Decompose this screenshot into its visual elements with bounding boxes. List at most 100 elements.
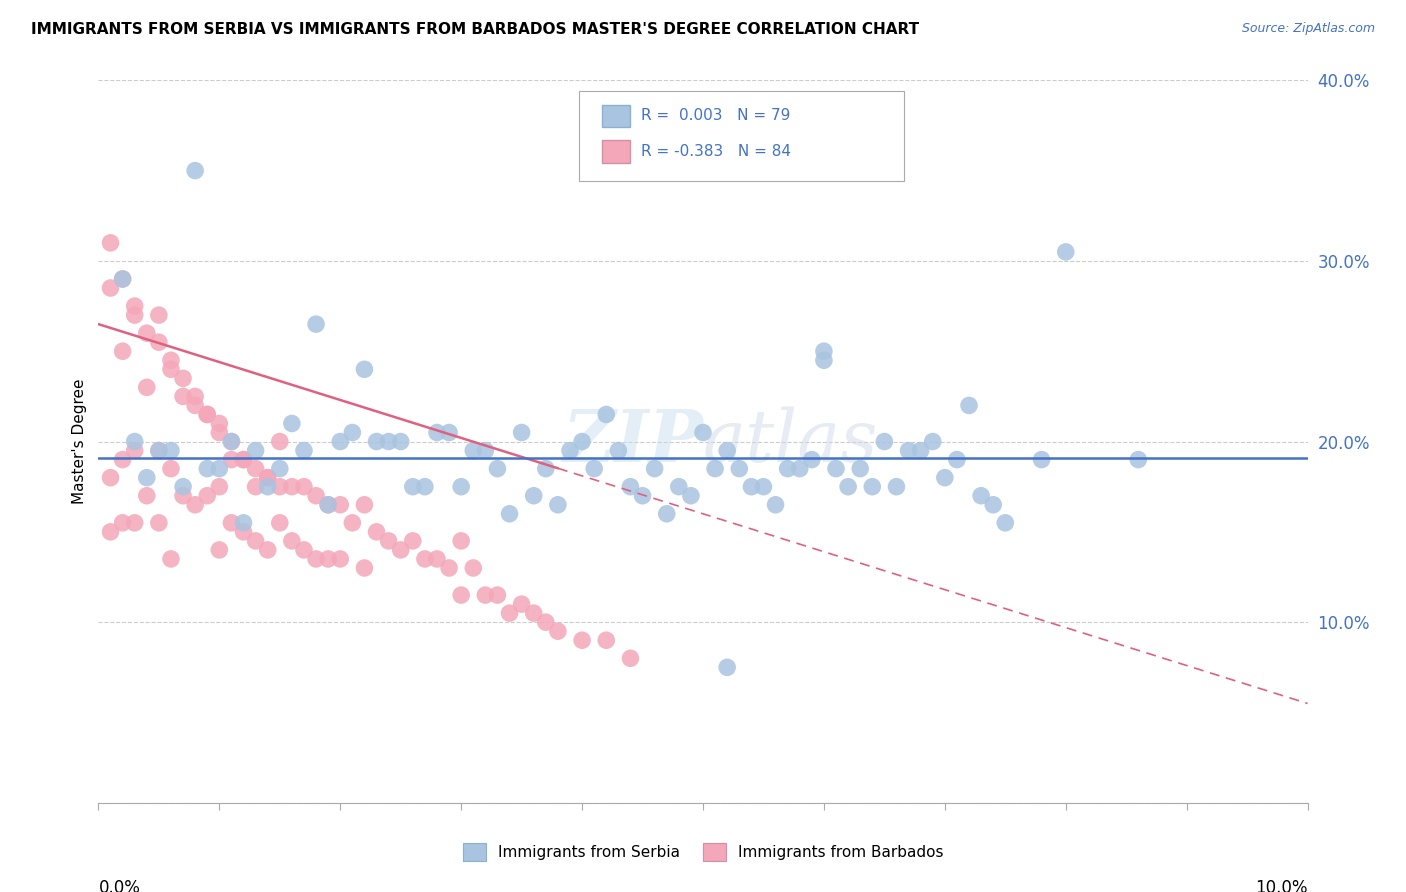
- Point: [305, 489, 328, 503]
- Point: [474, 443, 496, 458]
- Point: [124, 516, 146, 530]
- Point: [111, 344, 134, 359]
- Point: [111, 516, 134, 530]
- Point: [195, 408, 218, 422]
- Point: [402, 480, 425, 494]
- Point: [329, 498, 352, 512]
- Point: [256, 542, 278, 557]
- Point: [329, 552, 352, 566]
- Text: R =  0.003   N = 79: R = 0.003 N = 79: [641, 109, 790, 123]
- Point: [366, 434, 388, 449]
- Point: [437, 425, 460, 440]
- Point: [946, 452, 969, 467]
- Point: [849, 461, 872, 475]
- Point: [160, 362, 183, 376]
- Point: [160, 552, 183, 566]
- Point: [631, 489, 654, 503]
- Point: [172, 371, 194, 385]
- Point: [269, 434, 291, 449]
- Point: [897, 443, 920, 458]
- Point: [873, 434, 896, 449]
- Point: [269, 461, 291, 475]
- Point: [644, 461, 666, 475]
- Point: [208, 425, 231, 440]
- Point: [135, 489, 157, 503]
- Point: [389, 434, 412, 449]
- Point: [305, 317, 328, 331]
- Text: 0.0%: 0.0%: [98, 879, 141, 892]
- Point: [148, 443, 170, 458]
- Point: [523, 489, 546, 503]
- Point: [692, 425, 714, 440]
- Point: [463, 443, 485, 458]
- Point: [921, 434, 943, 449]
- Point: [1031, 452, 1053, 467]
- Point: [1128, 452, 1150, 467]
- Point: [800, 452, 823, 467]
- Point: [160, 443, 183, 458]
- Point: [100, 471, 122, 485]
- Point: [316, 552, 339, 566]
- Point: [245, 461, 267, 475]
- Point: [172, 480, 194, 494]
- Point: [498, 606, 520, 620]
- Point: [100, 235, 122, 250]
- Point: [195, 461, 218, 475]
- Point: [377, 434, 399, 449]
- Point: [910, 443, 932, 458]
- Point: [547, 498, 569, 512]
- Point: [813, 344, 835, 359]
- Point: [825, 461, 848, 475]
- Point: [583, 461, 606, 475]
- Point: [208, 461, 231, 475]
- Text: 10.0%: 10.0%: [1256, 879, 1308, 892]
- Point: [111, 272, 134, 286]
- Point: [256, 471, 278, 485]
- Point: [389, 542, 412, 557]
- Point: [221, 434, 243, 449]
- Point: [221, 452, 243, 467]
- Point: [765, 498, 787, 512]
- Point: [256, 471, 278, 485]
- Point: [510, 425, 533, 440]
- Point: [474, 588, 496, 602]
- Point: [498, 507, 520, 521]
- Point: [679, 489, 702, 503]
- Point: [245, 480, 267, 494]
- Point: [160, 461, 183, 475]
- Point: [316, 498, 339, 512]
- Point: [558, 443, 581, 458]
- Point: [124, 308, 146, 322]
- Point: [195, 408, 218, 422]
- Point: [595, 633, 617, 648]
- Point: [486, 461, 509, 475]
- Point: [148, 516, 170, 530]
- Point: [752, 480, 775, 494]
- Point: [269, 480, 291, 494]
- Point: [124, 443, 146, 458]
- Point: [208, 417, 231, 431]
- Point: [208, 480, 231, 494]
- Point: [232, 452, 254, 467]
- Point: [111, 452, 134, 467]
- Point: [994, 516, 1017, 530]
- Point: [813, 353, 835, 368]
- Point: [981, 498, 1004, 512]
- Point: [245, 443, 267, 458]
- Point: [571, 633, 593, 648]
- Point: [776, 461, 799, 475]
- Point: [1054, 244, 1077, 259]
- Point: [269, 516, 291, 530]
- Point: [402, 533, 425, 548]
- Text: ZIP: ZIP: [562, 406, 703, 477]
- Point: [413, 480, 436, 494]
- Point: [607, 443, 630, 458]
- Point: [195, 489, 218, 503]
- Point: [160, 353, 183, 368]
- Point: [837, 480, 859, 494]
- Point: [184, 163, 207, 178]
- Point: [221, 434, 243, 449]
- Point: [100, 524, 122, 539]
- Point: [124, 299, 146, 313]
- Point: [232, 524, 254, 539]
